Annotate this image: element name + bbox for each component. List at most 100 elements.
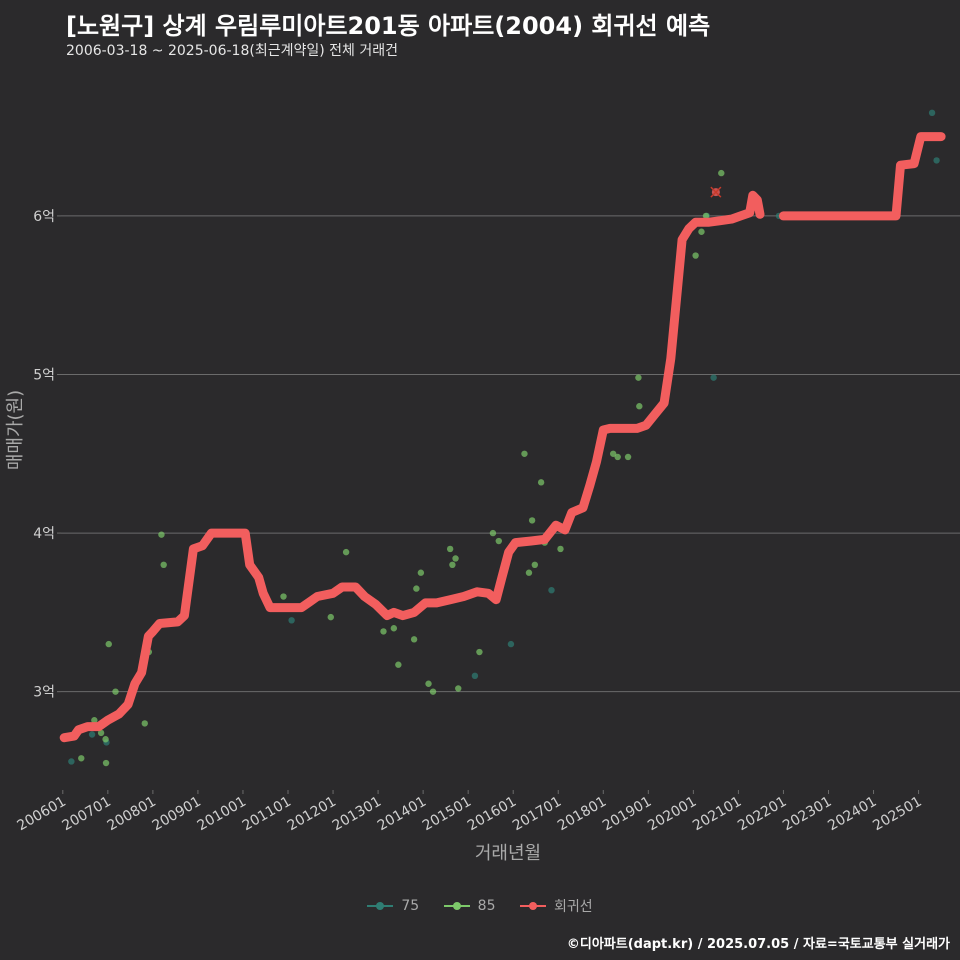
x-tick-label: 200901 — [150, 794, 204, 835]
data-point-85 — [636, 403, 643, 410]
chart-subtitle: 2006-03-18 ~ 2025-06-18(최근계약일) 전체 거래건 — [66, 43, 398, 59]
x-tick-label: 202401 — [825, 794, 879, 835]
x-axis-label: 거래년월 — [475, 843, 541, 864]
x-tick-label: 201801 — [555, 794, 609, 835]
data-point-85 — [521, 450, 528, 457]
x-tick-label: 200801 — [105, 794, 159, 835]
data-point-75 — [710, 374, 717, 381]
legend-label-75: 75 — [401, 898, 420, 914]
outlier-cross-b — [710, 186, 722, 198]
legend-item-regression: 회귀선 — [519, 896, 593, 916]
x-tick-label: 201901 — [600, 794, 654, 835]
data-point-85 — [102, 736, 109, 743]
x-tick-label: 200601 — [15, 794, 69, 835]
y-tick-label: 4억 — [33, 526, 55, 542]
legend-key-75 — [367, 896, 394, 916]
x-axis: 2006012007012008012009012010012011012012… — [15, 790, 925, 834]
chart-title: [노원구] 상계 우림루미아트201동 아파트(2004) 회귀선 예측 — [66, 12, 711, 40]
regression-line-late — [778, 132, 946, 221]
data-point-75 — [88, 731, 96, 738]
data-point-85 — [718, 169, 725, 177]
legend-label-85: 85 — [477, 898, 496, 914]
regression-line — [59, 190, 765, 743]
x-tick-label: 201201 — [285, 794, 339, 835]
data-point-85 — [97, 729, 105, 737]
x-tick-label: 202301 — [780, 794, 834, 835]
data-point-75 — [471, 672, 479, 680]
x-tick-label: 201101 — [240, 794, 294, 835]
data-point-85 — [489, 529, 497, 537]
x-tick-label: 202101 — [690, 794, 744, 835]
data-point-85 — [525, 569, 533, 576]
data-point-85 — [105, 640, 112, 648]
x-tick-label: 201601 — [465, 794, 519, 835]
data-point-75 — [933, 157, 940, 164]
data-point-85 — [342, 548, 350, 556]
x-tick-label: 201501 — [420, 794, 474, 835]
data-point-85 — [413, 585, 420, 592]
data-point-85 — [702, 212, 710, 220]
legend: 75 85 회귀선 — [0, 896, 960, 920]
data-point-85 — [112, 688, 119, 695]
data-point-75 — [507, 640, 515, 648]
legend-key-85 — [443, 896, 470, 916]
data-point-85 — [429, 688, 437, 695]
data-point-85 — [446, 545, 454, 553]
x-tick-label: 200701 — [60, 794, 114, 835]
x-tick-label: 201001 — [195, 794, 249, 835]
y-axis: 3억 4억 5억 6억 — [33, 209, 61, 701]
data-point-85 — [395, 661, 402, 668]
x-tick-label: 202001 — [645, 794, 699, 835]
legend-item-75: 75 — [367, 896, 419, 916]
legend-label-regression: 회귀선 — [553, 899, 593, 915]
data-point-75 — [68, 758, 75, 765]
gridlines — [61, 215, 960, 693]
data-point-75 — [548, 586, 555, 594]
data-point-75 — [288, 617, 295, 624]
data-point-85 — [280, 593, 287, 600]
data-point-85 — [692, 252, 699, 259]
data-point-85 — [141, 720, 148, 727]
legend-key-regression — [519, 896, 546, 916]
data-point-85 — [557, 545, 564, 553]
data-point-85 — [635, 374, 642, 381]
data-point-85 — [449, 561, 456, 569]
outlier-marker — [710, 186, 722, 198]
x-tick-label: 201401 — [375, 794, 429, 835]
data-point-85 — [614, 453, 621, 461]
x-tick-label: 202201 — [735, 794, 789, 835]
data-point-85 — [158, 531, 165, 538]
source-caption: ©디아파트(dapt.kr) / 2025.07.05 / 자료=국토교통부 실… — [566, 937, 950, 952]
data-point-85 — [476, 648, 483, 656]
y-tick-label: 3억 — [33, 685, 55, 701]
legend-item-85: 85 — [443, 896, 496, 916]
data-point-85 — [327, 613, 334, 621]
data-point-85 — [160, 561, 167, 569]
data-point-85 — [452, 555, 459, 562]
y-tick-label: 5억 — [33, 367, 55, 383]
data-point-85 — [102, 759, 110, 767]
data-point-85 — [380, 628, 387, 635]
regression-line-group — [59, 132, 946, 743]
data-point-85 — [531, 561, 539, 569]
data-point-85 — [609, 450, 617, 457]
y-axis-label: 매매가(원) — [5, 390, 26, 470]
data-point-85 — [455, 685, 462, 692]
scatter-points — [68, 109, 940, 767]
data-point-85 — [390, 625, 398, 632]
data-point-85 — [537, 479, 545, 486]
x-tick-label: 202501 — [870, 794, 924, 835]
x-tick-label: 201701 — [510, 794, 564, 835]
data-point-85 — [495, 537, 502, 545]
data-point-85 — [425, 680, 432, 687]
data-point-75 — [928, 109, 936, 117]
data-point-85 — [698, 228, 705, 235]
data-point-85 — [78, 755, 85, 762]
y-tick-label: 6억 — [33, 209, 55, 225]
data-point-85 — [624, 453, 632, 461]
data-point-85 — [417, 569, 425, 576]
data-point-85 — [91, 717, 98, 724]
data-point-85 — [410, 636, 418, 643]
data-point-85 — [528, 517, 536, 524]
